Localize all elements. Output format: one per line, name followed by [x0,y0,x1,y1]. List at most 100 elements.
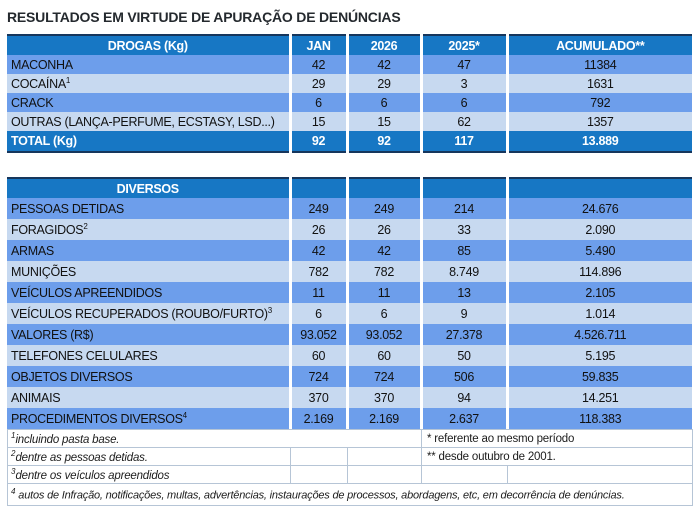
column-header-2025: 2025* [419,34,507,55]
value-cell: 5.195 [505,345,692,366]
drugs-table-title: DROGAS (Kg) [7,34,290,55]
table-row: PESSOAS DETIDAS 249 249 214 24.676 [7,198,692,219]
empty-footnote-cell [347,465,422,484]
drugs-header-row: DROGAS (Kg) JAN 2026 2025* ACUMULADO** [7,34,692,55]
column-header-jan: JAN [288,34,347,55]
value-cell: 94 [419,387,507,408]
row-label-sup: 1 [65,75,71,85]
total-value-cell: 13.889 [505,131,692,153]
value-cell: 5.490 [505,240,692,261]
value-cell: 62 [419,112,507,131]
value-cell: 370 [288,387,347,408]
value-cell: 11 [345,282,421,303]
value-cell: 42 [288,55,347,74]
table-row: CRACK 6 6 6 792 [7,93,692,112]
title-gap [0,26,693,34]
empty-footnote-cell [421,465,508,484]
row-label: PESSOAS DETIDAS [7,198,290,219]
row-label-sup: 2 [83,221,88,231]
footnote-1: 1incluindo pasta base. [7,429,422,448]
footnote-1-sup: 1 [11,431,16,441]
value-cell: 9 [419,303,507,324]
value-cell: 2.169 [345,408,421,429]
total-value-cell: 117 [419,131,507,153]
table-row: MACONHA 42 42 47 11384 [7,55,692,74]
value-cell: 782 [345,261,421,282]
empty-footnote-cell [290,447,348,466]
row-label: ANIMAIS [7,387,290,408]
row-label: FORAGIDOS2 [7,219,290,240]
row-label: MUNIÇÕES [7,261,290,282]
row-label: VALORES (R$) [7,324,290,345]
table-row: COCAÍNA1 29 29 3 1631 [7,74,692,93]
value-cell: 93.052 [288,324,347,345]
page-title: RESULTADOS EM VIRTUDE DE APURAÇÃO DE DEN… [7,9,401,25]
row-label: MACONHA [7,55,290,74]
column-header-acumulado: ACUMULADO** [505,34,692,55]
empty-footnote-cell [347,447,422,466]
diversos-header-row: DIVERSOS [7,177,692,198]
footnotes-table: 1incluindo pasta base. * referente ao me… [7,429,693,506]
footnote-row: 1incluindo pasta base. * referente ao me… [7,429,693,448]
footnote-4-sup: 4 [11,487,16,497]
footnote-3: 3dentre os veículos apreendidos [7,465,291,484]
value-cell: 85 [419,240,507,261]
value-cell: 42 [345,240,421,261]
table-row: PROCEDIMENTOS DIVERSOS4 2.169 2.169 2.637 11… [7,408,692,429]
table-row: FORAGIDOS2 26 26 33 2.090 [7,219,692,240]
value-cell: 8.749 [419,261,507,282]
footnote-2-sup: 2 [11,449,16,459]
row-label: TELEFONES CELULARES [7,345,290,366]
value-cell: 6 [345,93,421,112]
total-label: TOTAL (Kg) [7,131,290,153]
total-value-cell: 92 [288,131,347,153]
value-cell: 249 [288,198,347,219]
value-cell: 59.835 [505,366,692,387]
value-cell: 6 [345,303,421,324]
row-label: OBJETOS DIVERSOS [7,366,290,387]
table-row: ANIMAIS 370 370 94 14.251 [7,387,692,408]
value-cell: 42 [288,240,347,261]
footnote-4: 4 autos de Infração, notificações, multa… [7,483,693,506]
table-row: ARMAS 42 42 85 5.490 [7,240,692,261]
row-label: PROCEDIMENTOS DIVERSOS4 [7,408,290,429]
row-label: ARMAS [7,240,290,261]
footnote-3-text: dentre os veículos apreendidos [15,469,170,482]
value-cell: 6 [419,93,507,112]
row-label: COCAÍNA1 [7,74,290,93]
footnote-row: 2dentre as pessoas detidas. ** desde out… [7,447,693,466]
row-label-sup: 3 [267,305,273,315]
value-cell: 1631 [505,74,692,93]
table-row: VEÍCULOS RECUPERADOS (ROUBO/FURTO)3 6 6 9 1.… [7,303,692,324]
value-cell: 1357 [505,112,692,131]
row-label-sup: 4 [182,410,188,420]
value-cell: 11384 [505,55,692,74]
table-row: VEÍCULOS APREENDIDOS 11 11 13 2.105 [7,282,692,303]
footnote-row: 4 autos de Infração, notificações, multa… [7,483,693,506]
value-cell: 26 [345,219,421,240]
row-label: VEÍCULOS RECUPERADOS (ROUBO/FURTO)3 [7,303,290,324]
empty-footnote-cell [507,465,693,484]
total-value-cell: 92 [345,131,421,153]
value-cell: 1.014 [505,303,692,324]
empty-header-cell [419,177,507,198]
table-row: OBJETOS DIVERSOS 724 724 506 59.835 [7,366,692,387]
value-cell: 15 [345,112,421,131]
value-cell: 724 [288,366,347,387]
value-cell: 29 [288,74,347,93]
drugs-total-row: TOTAL (Kg) 92 92 117 13.889 [7,131,692,153]
empty-header-cell [288,177,347,198]
empty-header-cell [345,177,421,198]
value-cell: 6 [288,93,347,112]
value-cell: 2.105 [505,282,692,303]
footnote-row: 3dentre os veículos apreendidos [7,465,693,484]
value-cell: 6 [288,303,347,324]
footnote-2-text: dentre as pessoas detidas. [15,451,148,464]
value-cell: 27.378 [419,324,507,345]
value-cell: 47 [419,55,507,74]
value-cell: 2.090 [505,219,692,240]
drugs-table: DROGAS (Kg) JAN 2026 2025* ACUMULADO** M… [7,34,692,153]
value-cell: 14.251 [505,387,692,408]
value-cell: 118.383 [505,408,692,429]
value-cell: 2.169 [288,408,347,429]
